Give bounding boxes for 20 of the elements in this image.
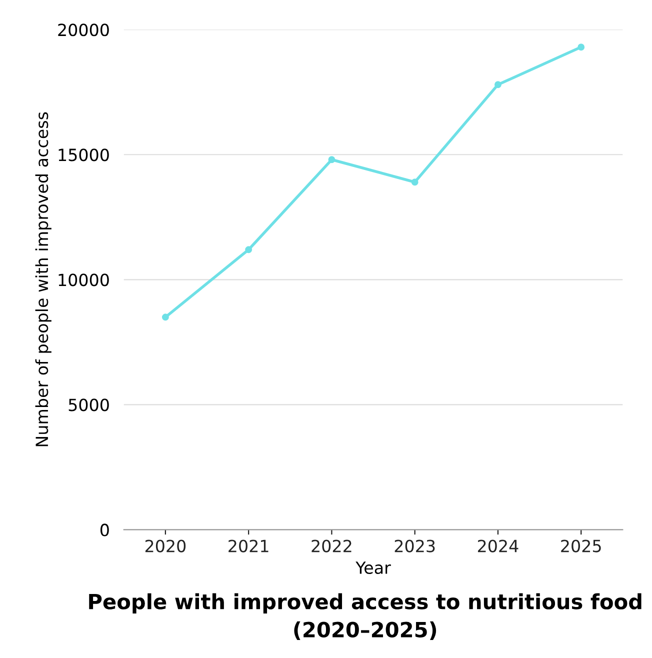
y-tick-label: 0 xyxy=(100,524,109,536)
x-tick-label: 2021 xyxy=(228,540,268,552)
point xyxy=(411,178,418,186)
x-tick-label: 2020 xyxy=(145,540,186,552)
x-tick-label: 2022 xyxy=(312,540,352,552)
point xyxy=(328,156,336,164)
point xyxy=(578,44,585,51)
y-tick-label: 20000 xyxy=(58,24,109,36)
point xyxy=(245,246,252,254)
point xyxy=(494,81,502,88)
point xyxy=(162,314,169,321)
x-tick-label: 2024 xyxy=(478,540,518,552)
y-axis-title: Number of people with improved access xyxy=(35,112,52,446)
y-tick-label: 5000 xyxy=(68,398,109,412)
y-tick-label: 15000 xyxy=(58,148,109,162)
y-tick-label: 10000 xyxy=(58,274,109,286)
x-tick-label: 2023 xyxy=(394,540,435,552)
x-tick-label: 2025 xyxy=(561,540,601,552)
text: People with improved access to nutritious food (2020–2025) xyxy=(89,593,642,640)
x-axis-title: Year xyxy=(356,562,391,574)
